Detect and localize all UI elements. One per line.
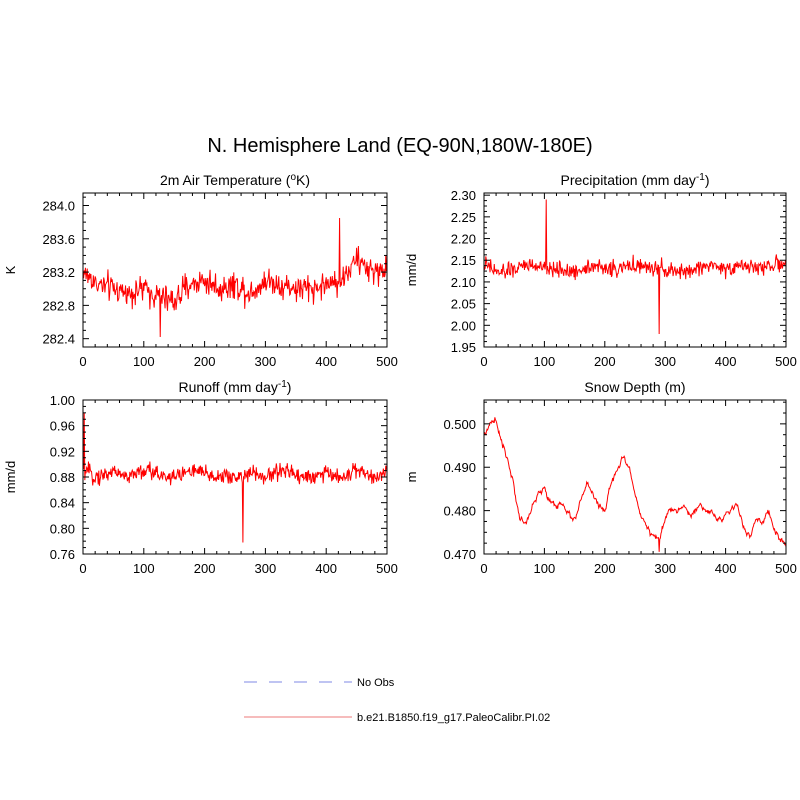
xtick-label-snow: 200 [594, 561, 616, 576]
xtick-label-air-temp: 200 [194, 354, 216, 369]
xtick-label-precip: 100 [534, 354, 556, 369]
xtick-label-snow: 0 [480, 561, 487, 576]
panel-title-runoff: Runoff (mm day-1) [179, 379, 292, 395]
plot-frame-snow [483, 399, 787, 555]
plot-frame-air-temp [82, 192, 388, 348]
xtick-label-runoff: 100 [133, 561, 155, 576]
legend: No Obs b.e21.B1850.f19_g17.PaleoCalibr.P… [244, 677, 550, 724]
legend-label-model: b.e21.B1850.f19_g17.PaleoCalibr.PI.02 [357, 712, 550, 724]
ytick-label-precip: 2.15 [451, 253, 476, 268]
panel-air-temperature: 2m Air Temperature (oK) K 0 100 200 300 400 500… [3, 172, 398, 369]
xtick-label-snow: 500 [775, 561, 797, 576]
ylabel-runoff: mm/d [3, 461, 18, 494]
xtick-label-air-temp: 0 [79, 354, 86, 369]
series-line-runoff [82, 412, 388, 543]
ytick-label-snow: 0.480 [443, 504, 476, 519]
ytick-label-air-temp: 283.2 [42, 265, 75, 280]
xtick-label-precip: 300 [654, 354, 676, 369]
ytick-label-precip: 1.95 [451, 340, 476, 355]
ytick-label-runoff: 1.00 [50, 393, 75, 408]
xtick-label-air-temp: 300 [255, 354, 277, 369]
panel-title-air-temp: 2m Air Temperature (oK) [160, 172, 310, 188]
xtick-label-snow: 300 [654, 561, 676, 576]
xtick-label-precip: 400 [715, 354, 737, 369]
ylabel-precip: mm/d [404, 254, 419, 287]
xtick-label-precip: 0 [480, 354, 487, 369]
panel-title-snow: Snow Depth (m) [584, 379, 685, 395]
xtick-label-precip: 200 [594, 354, 616, 369]
ytick-label-precip: 2.00 [451, 318, 476, 333]
ytick-label-precip: 2.25 [451, 210, 476, 225]
ytick-label-precip: 2.30 [451, 188, 476, 203]
ytick-label-runoff: 0.88 [50, 470, 75, 485]
series-line-snow [483, 417, 787, 552]
ytick-label-air-temp: 284.0 [42, 198, 75, 213]
xtick-label-runoff: 200 [194, 561, 216, 576]
ylabel-air-temp: K [3, 265, 18, 274]
ytick-label-precip: 2.20 [451, 232, 476, 247]
ytick-label-runoff: 0.96 [50, 419, 75, 434]
series-line-precip [483, 199, 787, 334]
xtick-label-runoff: 500 [376, 561, 398, 576]
ytick-label-snow: 0.470 [443, 547, 476, 562]
xtick-label-precip: 500 [775, 354, 797, 369]
ytick-label-air-temp: 283.6 [42, 232, 75, 247]
plot-frame-precip [483, 192, 787, 348]
xtick-label-runoff: 400 [315, 561, 337, 576]
series-line-air-temp [82, 217, 388, 338]
xtick-label-air-temp: 400 [315, 354, 337, 369]
figure-title: N. Hemisphere Land (EQ-90N,180W-180E) [207, 135, 592, 157]
panel-precipitation: Precipitation (mm day-1) mm/d 0 100 200 300 40… [404, 172, 797, 369]
xtick-label-air-temp: 500 [376, 354, 398, 369]
xtick-label-runoff: 300 [255, 561, 277, 576]
xtick-label-air-temp: 100 [133, 354, 155, 369]
ylabel-snow: m [404, 472, 419, 483]
ytick-label-runoff: 0.76 [50, 547, 75, 562]
ytick-label-snow: 0.490 [443, 460, 476, 475]
ytick-label-runoff: 0.80 [50, 521, 75, 536]
panel-snow-depth: Snow Depth (m) m 0 100 200 300 400 500 0.470 0.48… [404, 379, 797, 576]
xtick-label-runoff: 0 [79, 561, 86, 576]
panel-title-precip: Precipitation (mm day-1) [561, 172, 710, 188]
ytick-label-air-temp: 282.8 [42, 298, 75, 313]
ytick-label-runoff: 0.92 [50, 444, 75, 459]
ytick-label-snow: 0.500 [443, 417, 476, 432]
ytick-label-precip: 2.10 [451, 275, 476, 290]
ytick-label-precip: 2.05 [451, 297, 476, 312]
panel-runoff: Runoff (mm day-1) mm/d 0 100 200 300 400 500 0.7… [3, 379, 398, 576]
ytick-label-runoff: 0.84 [50, 496, 75, 511]
ytick-label-air-temp: 282.4 [42, 332, 75, 347]
legend-label-no-obs: No Obs [357, 677, 395, 689]
xtick-label-snow: 400 [715, 561, 737, 576]
xtick-label-snow: 100 [534, 561, 556, 576]
